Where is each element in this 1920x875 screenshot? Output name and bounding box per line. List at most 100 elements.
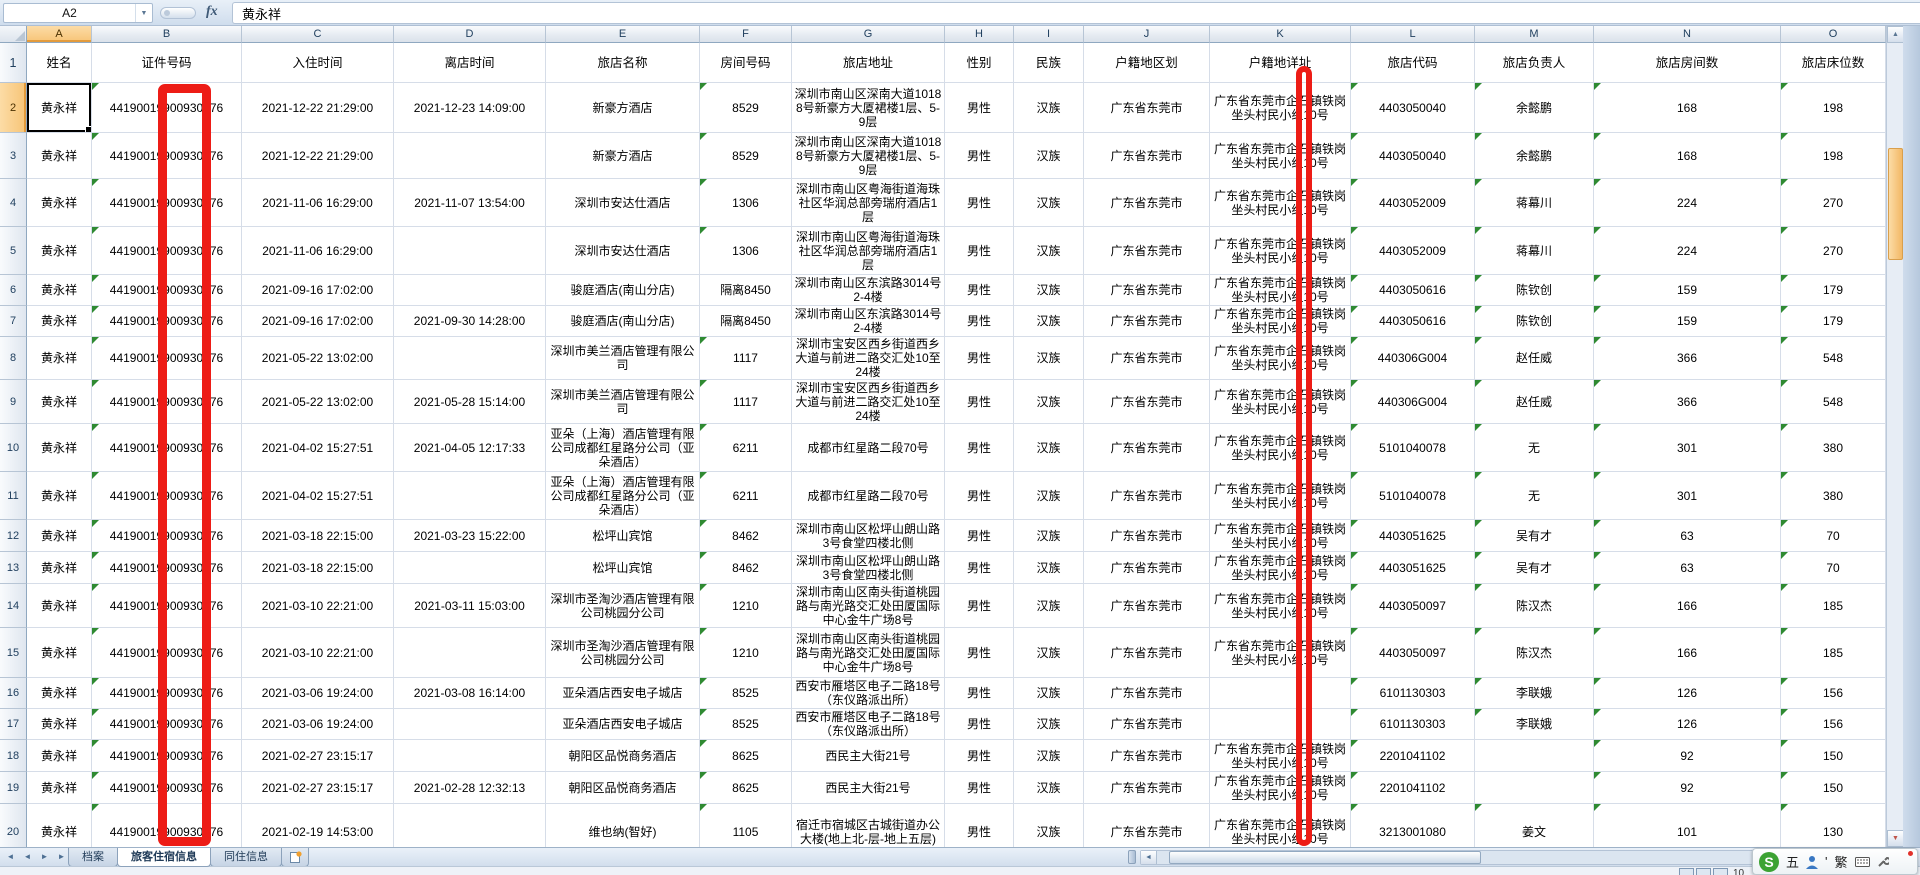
cell-G11[interactable]: 成都市红星路二段70号: [792, 472, 945, 520]
cell-B15[interactable]: 44190019900930376: [92, 628, 242, 678]
cell-H3[interactable]: 男性: [945, 133, 1014, 179]
row-header-19[interactable]: 19: [0, 772, 27, 804]
cell-I12[interactable]: 汉族: [1014, 520, 1084, 552]
cell-A19[interactable]: 黄永祥: [27, 772, 92, 804]
cell-K11[interactable]: 广东省东莞市企石镇铁岗坐头村民小组10号: [1210, 472, 1351, 520]
cell-I6[interactable]: 汉族: [1014, 275, 1084, 306]
cell-O12[interactable]: 70: [1781, 520, 1886, 552]
cell-G18[interactable]: 西民主大街21号: [792, 740, 945, 772]
cell-F15[interactable]: 1210: [700, 628, 792, 678]
column-header-K[interactable]: K: [1210, 26, 1351, 43]
cell-G12[interactable]: 深圳市南山区松坪山朗山路3号食堂四楼北侧: [792, 520, 945, 552]
cell-E20[interactable]: 维也纳(智好): [546, 804, 700, 847]
cell-J20[interactable]: 广东省东莞市: [1084, 804, 1210, 847]
next-sheet-button[interactable]: ►: [40, 852, 49, 861]
cell-K13[interactable]: 广东省东莞市企石镇铁岗坐头村民小组10号: [1210, 552, 1351, 584]
column-header-E[interactable]: E: [546, 26, 700, 43]
cell-N9[interactable]: 366: [1594, 380, 1781, 424]
cell-B14[interactable]: 44190019900930376: [92, 584, 242, 628]
cell-M20[interactable]: 姜文: [1475, 804, 1594, 847]
cell-I10[interactable]: 汉族: [1014, 424, 1084, 472]
row-header-4[interactable]: 4: [0, 179, 27, 227]
cell-O18[interactable]: 150: [1781, 740, 1886, 772]
cell-A4[interactable]: 黄永祥: [27, 179, 92, 227]
cell-B8[interactable]: 44190019900930376: [92, 337, 242, 380]
cell-H18[interactable]: 男性: [945, 740, 1014, 772]
cell-B2[interactable]: 44190019900930376: [92, 83, 242, 133]
cell-E12[interactable]: 松坪山宾馆: [546, 520, 700, 552]
cell-C5[interactable]: 2021-11-06 16:29:00: [242, 227, 394, 275]
cell-H6[interactable]: 男性: [945, 275, 1014, 306]
cell-N20[interactable]: 101: [1594, 804, 1781, 847]
cell-O20[interactable]: 130: [1781, 804, 1886, 847]
cell-N3[interactable]: 168: [1594, 133, 1781, 179]
cell-H13[interactable]: 男性: [945, 552, 1014, 584]
scroll-down-button[interactable]: ▼: [1887, 830, 1904, 847]
cell-H7[interactable]: 男性: [945, 306, 1014, 337]
cell-E3[interactable]: 新豪方酒店: [546, 133, 700, 179]
row-header-5[interactable]: 5: [0, 227, 27, 275]
cell-J7[interactable]: 广东省东莞市: [1084, 306, 1210, 337]
cell-M3[interactable]: 余懿鹏: [1475, 133, 1594, 179]
cell-B5[interactable]: 44190019900930376: [92, 227, 242, 275]
cell-E11[interactable]: 亚朵（上海）酒店管理有限公司成都红星路分公司（亚朵酒店）: [546, 472, 700, 520]
cell-G13[interactable]: 深圳市南山区松坪山朗山路3号食堂四楼北侧: [792, 552, 945, 584]
cell-E9[interactable]: 深圳市美兰酒店管理有限公司: [546, 380, 700, 424]
row-header-3[interactable]: 3: [0, 133, 27, 179]
column-header-I[interactable]: I: [1014, 26, 1084, 43]
cell-M15[interactable]: 陈汉杰: [1475, 628, 1594, 678]
chevron-down-icon[interactable]: ▼: [135, 4, 152, 22]
cell-C4[interactable]: 2021-11-06 16:29:00: [242, 179, 394, 227]
cell-N2[interactable]: 168: [1594, 83, 1781, 133]
cell-K1[interactable]: 户籍地详址: [1210, 43, 1351, 83]
cell-H17[interactable]: 男性: [945, 709, 1014, 740]
cell-B4[interactable]: 44190019900930376: [92, 179, 242, 227]
cell-N12[interactable]: 63: [1594, 520, 1781, 552]
scroll-left-button[interactable]: ◄: [1141, 851, 1157, 864]
cell-I16[interactable]: 汉族: [1014, 678, 1084, 709]
cell-O17[interactable]: 156: [1781, 709, 1886, 740]
cell-D6[interactable]: [394, 275, 546, 306]
cell-L4[interactable]: 4403052009: [1351, 179, 1475, 227]
cell-E1[interactable]: 旅店名称: [546, 43, 700, 83]
column-header-N[interactable]: N: [1594, 26, 1781, 43]
cell-N10[interactable]: 301: [1594, 424, 1781, 472]
cell-M11[interactable]: 无: [1475, 472, 1594, 520]
cell-K12[interactable]: 广东省东莞市企石镇铁岗坐头村民小组10号: [1210, 520, 1351, 552]
cell-C6[interactable]: 2021-09-16 17:02:00: [242, 275, 394, 306]
cell-I11[interactable]: 汉族: [1014, 472, 1084, 520]
cell-C10[interactable]: 2021-04-02 15:27:51: [242, 424, 394, 472]
cell-F7[interactable]: 隔离8450: [700, 306, 792, 337]
cell-A1[interactable]: 姓名: [27, 43, 92, 83]
cell-J11[interactable]: 广东省东莞市: [1084, 472, 1210, 520]
cell-M13[interactable]: 吴有才: [1475, 552, 1594, 584]
cell-L7[interactable]: 4403050616: [1351, 306, 1475, 337]
cell-K7[interactable]: 广东省东莞市企石镇铁岗坐头村民小组10号: [1210, 306, 1351, 337]
cell-L10[interactable]: 5101040078: [1351, 424, 1475, 472]
cell-L14[interactable]: 4403050097: [1351, 584, 1475, 628]
column-header-O[interactable]: O: [1781, 26, 1886, 43]
cell-J13[interactable]: 广东省东莞市: [1084, 552, 1210, 584]
sheet-tab-1[interactable]: 档案: [68, 848, 118, 867]
cell-F14[interactable]: 1210: [700, 584, 792, 628]
cell-G14[interactable]: 深圳市南山区南头街道桃园路与南光路交汇处田厦国际中心金牛广场8号: [792, 584, 945, 628]
cell-I19[interactable]: 汉族: [1014, 772, 1084, 804]
cell-A18[interactable]: 黄永祥: [27, 740, 92, 772]
cell-A11[interactable]: 黄永祥: [27, 472, 92, 520]
cell-M8[interactable]: 赵任威: [1475, 337, 1594, 380]
cell-D20[interactable]: [394, 804, 546, 847]
cell-M12[interactable]: 吴有才: [1475, 520, 1594, 552]
cell-H5[interactable]: 男性: [945, 227, 1014, 275]
cell-L19[interactable]: 2201041102: [1351, 772, 1475, 804]
cell-I20[interactable]: 汉族: [1014, 804, 1084, 847]
column-header-F[interactable]: F: [700, 26, 792, 43]
cell-N15[interactable]: 166: [1594, 628, 1781, 678]
cell-D8[interactable]: [394, 337, 546, 380]
cell-C9[interactable]: 2021-05-22 13:02:00: [242, 380, 394, 424]
cell-N17[interactable]: 126: [1594, 709, 1781, 740]
sogou-logo-icon[interactable]: S: [1759, 851, 1779, 872]
cell-K19[interactable]: 广东省东莞市企石镇铁岗坐头村民小组10号: [1210, 772, 1351, 804]
cell-K6[interactable]: 广东省东莞市企石镇铁岗坐头村民小组10号: [1210, 275, 1351, 306]
cell-A13[interactable]: 黄永祥: [27, 552, 92, 584]
cell-J3[interactable]: 广东省东莞市: [1084, 133, 1210, 179]
